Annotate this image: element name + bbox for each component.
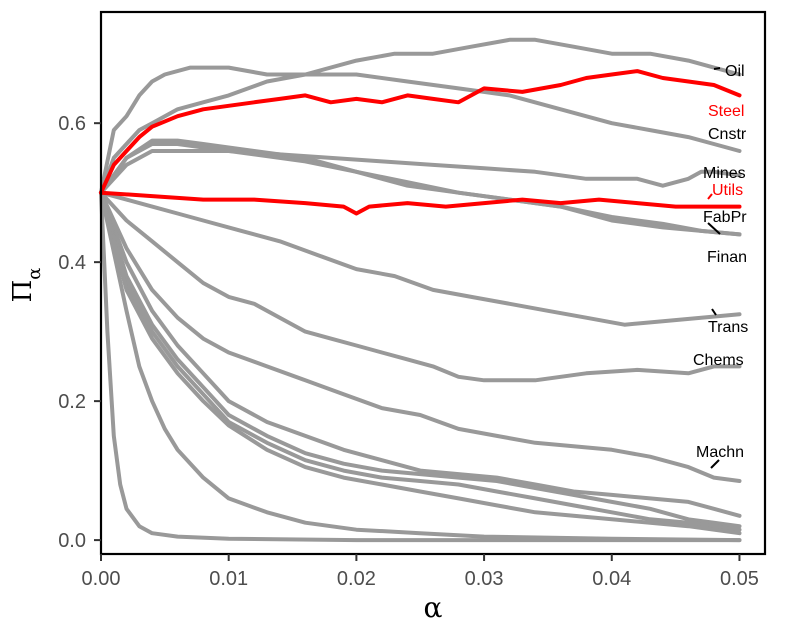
series-line-steel	[99, 69, 742, 195]
x-tick-label: 0.01	[209, 568, 248, 590]
x-axis-ticks: 0.00 0.01 0.02 0.03 0.04 0.05	[82, 554, 759, 590]
series-label-machn: Machn	[696, 444, 744, 461]
y-axis-ticks: 0.0 0.2 0.4 0.6	[58, 113, 101, 552]
x-tick-label: 0.00	[82, 568, 121, 590]
label-leader-machn	[710, 459, 720, 469]
series-label-fabpr: FabPr	[703, 209, 747, 226]
x-tick-label: 0.02	[337, 568, 376, 590]
series-label-finan: Finan	[707, 249, 747, 266]
series-label-cnstr: Cnstr	[708, 126, 747, 143]
series-label-chems: Chems	[693, 352, 744, 369]
series-line-unlabeled-11	[99, 190, 742, 529]
label-leader-utils	[707, 193, 713, 200]
series-line-finan	[99, 142, 742, 237]
x-tick-label: 0.03	[465, 568, 504, 590]
series-line-unlabeled-14	[99, 190, 742, 543]
x-axis-title: α	[424, 591, 443, 624]
label-leader-oil	[713, 67, 721, 70]
series-label-steel: Steel	[708, 103, 744, 120]
series-line-cnstr	[99, 65, 742, 195]
series-line-unlabeled-12	[99, 190, 742, 532]
y-tick-label: 0.2	[58, 391, 86, 413]
series-line-chems	[99, 190, 742, 383]
series-line-unlabeled-13	[99, 190, 742, 536]
y-tick-label: 0.4	[58, 252, 86, 274]
y-tick-label: 0.0	[58, 530, 86, 552]
series-line-mines	[99, 149, 742, 195]
label-leader-trans	[711, 308, 717, 316]
series-line-oil	[99, 37, 742, 195]
series-line-unlabeled-10	[99, 190, 742, 518]
y-axis-title-main: Π	[8, 280, 38, 303]
series-label-utils: Utils	[712, 182, 743, 199]
label-leader-finan	[707, 222, 721, 235]
series-line-trans	[99, 190, 742, 327]
series-line-unlabeled-15	[99, 190, 742, 543]
series-label-trans: Trans	[708, 319, 748, 336]
y-axis-title: Πα	[8, 268, 45, 303]
series-label-oil: Oil	[725, 63, 745, 80]
y-axis-title-sub: α	[24, 268, 45, 280]
x-tick-label: 0.04	[592, 568, 631, 590]
svg-text:Πα: Πα	[8, 268, 45, 303]
series-line-machn	[99, 190, 742, 483]
series-label-mines: Mines	[703, 165, 746, 182]
y-tick-label: 0.6	[58, 113, 86, 135]
x-tick-label: 0.05	[720, 568, 759, 590]
series-layer	[99, 37, 742, 543]
plot-frame	[99, 10, 767, 556]
series-line-utils	[99, 190, 742, 216]
